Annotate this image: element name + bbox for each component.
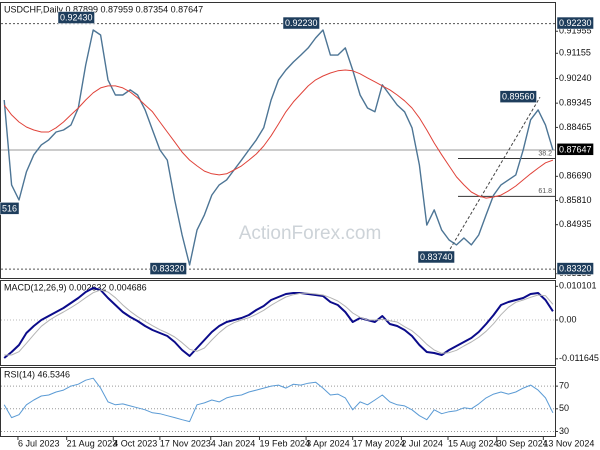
fib-label: 61.8	[538, 188, 552, 195]
label-box	[556, 262, 594, 275]
y-tick-label: 30	[559, 426, 569, 436]
price-panel-frame	[0, 2, 556, 279]
y-tick-label: 0.90240	[559, 73, 592, 83]
y-tick-label: 0.86690	[559, 171, 592, 181]
label-box	[499, 90, 537, 103]
watermark: ActionForex.com	[239, 223, 382, 244]
panel-title: MACD(12,26,9) 0.002632 0.004686	[4, 282, 147, 292]
label-box	[57, 11, 95, 24]
label-box	[149, 262, 187, 275]
box-label: 0.83320	[559, 264, 592, 274]
x-tick-label: 17 May 2024	[353, 438, 405, 448]
box-label: 0.87647	[559, 144, 592, 154]
label-box	[417, 250, 455, 264]
label-box	[0, 202, 20, 215]
series-line	[3, 287, 554, 359]
x-tick-label: 21 Aug 2023	[67, 438, 118, 448]
series-line	[3, 29, 554, 266]
label-box	[556, 143, 594, 156]
box-label: 0.89560	[502, 92, 535, 102]
x-tick-label: 3 Apr 2024	[306, 438, 350, 448]
y-tick-label: 0.84935	[559, 219, 592, 229]
label-box	[556, 16, 594, 30]
macd-panel-frame	[0, 280, 556, 366]
series-line	[3, 69, 554, 199]
x-tick-label: 17 Nov 2023	[160, 438, 211, 448]
box-label: 0.92230	[285, 18, 318, 28]
x-tick-label: 19 Feb 2024	[259, 438, 310, 448]
y-tick-label: -0.011645	[559, 353, 599, 363]
panel-title: USDCHF,Daily 0.87899 0.87959 0.87354 0.8…	[4, 4, 203, 14]
y-tick-label: 0.88465	[559, 122, 592, 132]
y-tick-label: 0.91155	[559, 48, 591, 58]
trend-line	[444, 96, 541, 258]
x-tick-label: 30 Sep 2024	[497, 438, 548, 448]
series-line	[4, 289, 554, 356]
box-label: 0.83740	[420, 252, 453, 262]
box-label: 516	[2, 203, 17, 213]
label-box	[282, 16, 320, 30]
x-tick-label: 13 Nov 2024	[543, 438, 594, 448]
rsi-panel-frame	[0, 367, 556, 437]
x-tick-label: 4 Jan 2024	[211, 438, 256, 448]
y-tick-label: 70	[559, 381, 569, 391]
box-label: 0.92230	[559, 18, 592, 28]
y-tick-label: 0.010101	[559, 281, 597, 291]
panel-title: RSI(14) 46.5346	[4, 369, 70, 379]
y-tick-label: 0.00	[559, 314, 577, 324]
x-tick-label: 4 Oct 2023	[113, 438, 157, 448]
x-tick-label: 2 Jul 2024	[401, 438, 443, 448]
x-tick-label: 15 Aug 2024	[448, 438, 499, 448]
box-label: 0.83320	[152, 264, 185, 274]
series-line	[3, 377, 554, 423]
y-tick-label: 0.85810	[559, 195, 592, 205]
y-tick-label: 0.91955	[559, 26, 592, 36]
fib-label: 38.2	[538, 150, 552, 157]
x-tick-label: 6 Jul 2023	[18, 438, 60, 448]
y-tick-label: 0.89345	[559, 98, 592, 108]
y-tick-label: 50	[559, 403, 569, 413]
box-label: 0.92430	[60, 13, 93, 23]
